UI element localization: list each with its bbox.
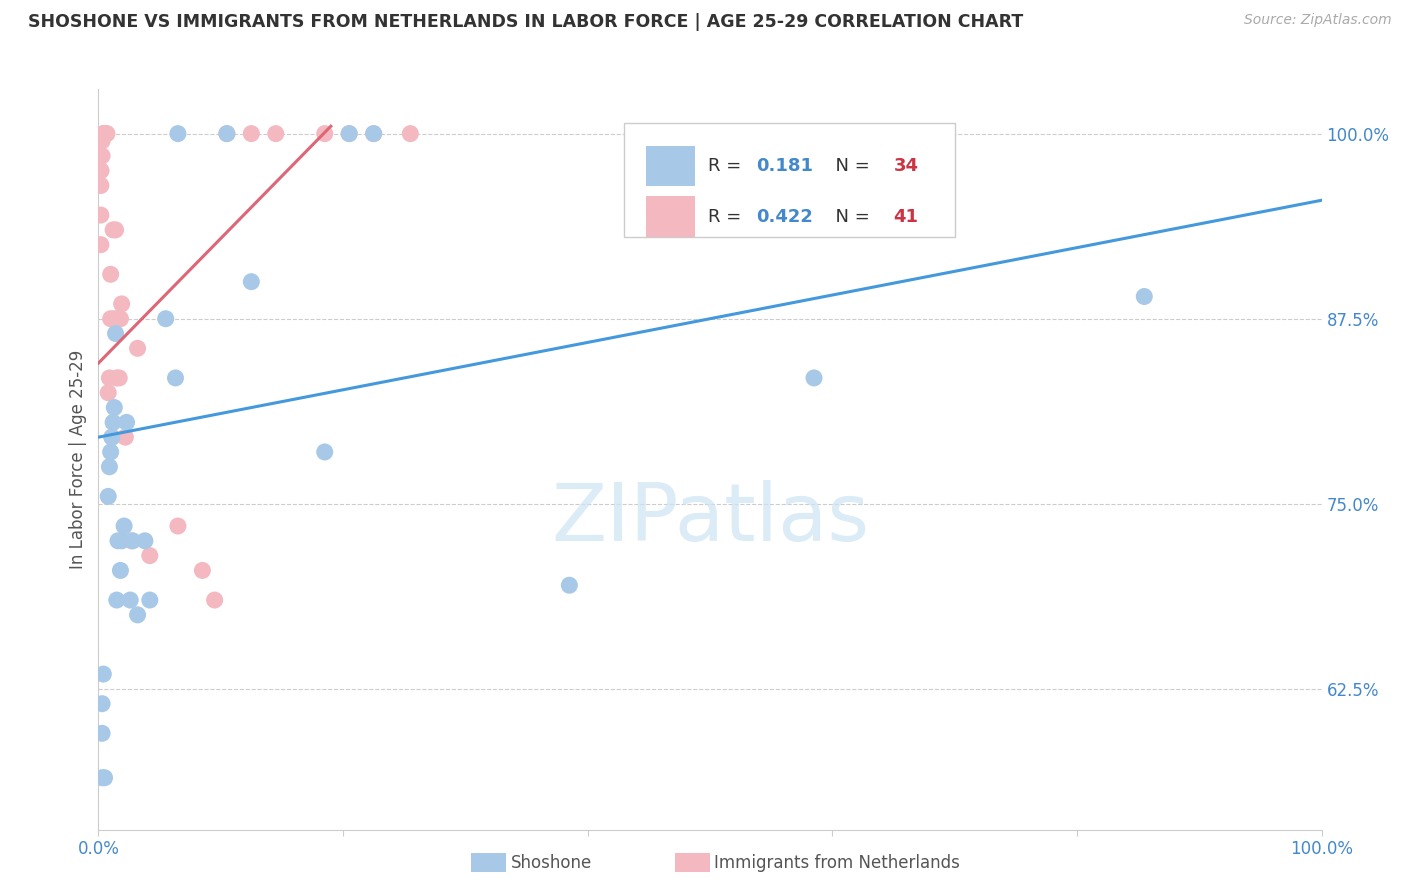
Point (204, 593, 226, 607)
Point (120, 593, 142, 607)
Point (90, 178, 112, 193)
Text: Immigrants from Netherlands: Immigrants from Netherlands (714, 854, 960, 871)
Point (314, 127, 336, 141)
Point (155, 311, 177, 326)
Point (93, 127, 115, 141)
Point (134, 533, 156, 548)
Point (101, 223, 124, 237)
Point (337, 127, 360, 141)
Point (111, 533, 134, 548)
Point (101, 415, 124, 429)
Point (139, 549, 162, 563)
Point (191, 564, 214, 578)
Point (314, 445, 336, 459)
Point (240, 127, 263, 141)
Text: Shoshone: Shoshone (510, 854, 592, 871)
Point (264, 127, 287, 141)
Point (91, 127, 114, 141)
Text: R =: R = (707, 208, 747, 226)
Point (121, 533, 143, 548)
Text: 34: 34 (894, 157, 918, 175)
Y-axis label: In Labor Force | Age 25-29: In Labor Force | Age 25-29 (69, 350, 87, 569)
Point (91, 149, 114, 163)
Text: 0.181: 0.181 (756, 157, 814, 175)
Point (94, 127, 117, 141)
Point (215, 127, 238, 141)
Point (803, 371, 825, 385)
Point (111, 297, 134, 311)
Point (1133, 289, 1156, 303)
Point (165, 371, 187, 385)
Text: R =: R = (707, 157, 747, 175)
Point (97, 385, 120, 400)
Point (90, 163, 112, 178)
Text: N =: N = (824, 208, 876, 226)
Point (107, 311, 129, 326)
Point (110, 564, 132, 578)
Text: ZIPatlas: ZIPatlas (551, 480, 869, 558)
Point (91, 127, 114, 141)
Point (107, 533, 129, 548)
Text: SHOSHONE VS IMMIGRANTS FROM NETHERLANDS IN LABOR FORCE | AGE 25-29 CORRELATION C: SHOSHONE VS IMMIGRANTS FROM NETHERLANDS … (28, 13, 1024, 31)
Point (96, 127, 118, 141)
Bar (647, 196, 696, 237)
Point (110, 311, 132, 326)
FancyBboxPatch shape (624, 122, 955, 237)
Point (93, 127, 115, 141)
Point (91, 667, 114, 681)
Point (167, 519, 190, 533)
Point (97, 489, 120, 503)
Point (105, 593, 128, 607)
Point (103, 401, 125, 415)
Point (337, 127, 360, 141)
Point (127, 342, 149, 356)
Point (112, 519, 135, 533)
Point (91, 134, 114, 148)
Point (90, 163, 112, 178)
Point (101, 430, 124, 444)
Point (558, 578, 581, 592)
Point (104, 326, 127, 341)
Text: 41: 41 (894, 208, 918, 226)
Point (100, 445, 122, 459)
Point (115, 415, 138, 429)
Point (93, 771, 115, 785)
Point (104, 223, 127, 237)
Point (127, 607, 149, 622)
Point (98, 371, 121, 385)
Point (91, 726, 114, 740)
Point (363, 127, 385, 141)
Point (240, 275, 263, 289)
Point (98, 459, 121, 474)
Point (114, 430, 136, 444)
Point (399, 127, 422, 141)
Point (94, 127, 117, 141)
Point (363, 127, 385, 141)
Text: 0.422: 0.422 (756, 208, 814, 226)
Point (100, 311, 122, 326)
Point (90, 208, 112, 222)
Text: N =: N = (824, 157, 876, 175)
Point (100, 268, 122, 282)
Point (108, 371, 131, 385)
Point (103, 311, 125, 326)
Point (91, 771, 114, 785)
Point (90, 237, 112, 252)
Point (101, 430, 124, 444)
Point (120, 533, 142, 548)
Point (139, 593, 162, 607)
Point (167, 127, 190, 141)
Text: Source: ZipAtlas.com: Source: ZipAtlas.com (1244, 13, 1392, 28)
Bar (647, 145, 696, 186)
Point (215, 127, 238, 141)
Point (105, 371, 128, 385)
Point (91, 697, 114, 711)
